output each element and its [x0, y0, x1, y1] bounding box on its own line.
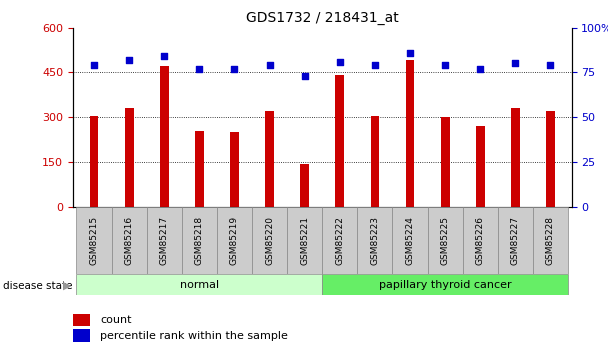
Bar [73, 314, 91, 326]
Point [159, 53, 169, 59]
Text: GSM85226: GSM85226 [475, 216, 485, 265]
Text: GSM85219: GSM85219 [230, 216, 239, 265]
Bar [511, 108, 520, 207]
Text: count: count [100, 315, 132, 325]
Bar [463, 207, 498, 274]
Text: GSM85215: GSM85215 [89, 216, 98, 265]
Text: GSM85224: GSM85224 [406, 216, 415, 265]
Bar [287, 207, 322, 274]
Bar [147, 207, 182, 274]
Bar [370, 116, 379, 207]
Text: GSM85225: GSM85225 [441, 216, 450, 265]
Point [475, 66, 485, 72]
Text: ▶: ▶ [63, 281, 72, 290]
Bar [322, 207, 358, 274]
Point [335, 59, 345, 65]
Bar [195, 131, 204, 207]
Bar [77, 207, 112, 274]
Title: GDS1732 / 218431_at: GDS1732 / 218431_at [246, 11, 399, 25]
Point [545, 62, 555, 68]
Text: percentile rank within the sample: percentile rank within the sample [100, 331, 288, 341]
Bar [265, 111, 274, 207]
Point [230, 66, 240, 72]
Text: GSM85223: GSM85223 [370, 216, 379, 265]
Text: disease state: disease state [3, 281, 72, 290]
Point [195, 66, 204, 72]
Bar [160, 67, 168, 207]
Point [440, 62, 450, 68]
Point [264, 62, 274, 68]
Point [405, 50, 415, 56]
Bar [358, 207, 392, 274]
Bar [300, 164, 309, 207]
Text: GSM85218: GSM85218 [195, 216, 204, 265]
Bar [217, 207, 252, 274]
Text: GSM85228: GSM85228 [546, 216, 555, 265]
Bar [427, 207, 463, 274]
Bar [112, 207, 147, 274]
Text: GSM85222: GSM85222 [335, 216, 344, 265]
Bar [252, 207, 287, 274]
Bar [406, 60, 415, 207]
Bar [89, 116, 98, 207]
Text: GSM85216: GSM85216 [125, 216, 134, 265]
Point [124, 57, 134, 63]
Bar [73, 329, 91, 342]
Bar [322, 274, 568, 295]
Text: GSM85221: GSM85221 [300, 216, 309, 265]
Bar [392, 207, 427, 274]
Text: GSM85220: GSM85220 [265, 216, 274, 265]
Point [300, 73, 309, 79]
Text: papillary thyroid cancer: papillary thyroid cancer [379, 280, 511, 289]
Bar [182, 207, 217, 274]
Bar [336, 76, 344, 207]
Bar [441, 117, 449, 207]
Bar [498, 207, 533, 274]
Point [511, 61, 520, 66]
Bar [77, 274, 322, 295]
Point [89, 62, 99, 68]
Text: GSM85227: GSM85227 [511, 216, 520, 265]
Point [370, 62, 380, 68]
Bar [125, 108, 134, 207]
Bar [533, 207, 568, 274]
Bar [546, 111, 555, 207]
Text: normal: normal [180, 280, 219, 289]
Bar [476, 126, 485, 207]
Text: GSM85217: GSM85217 [160, 216, 169, 265]
Bar [230, 132, 239, 207]
